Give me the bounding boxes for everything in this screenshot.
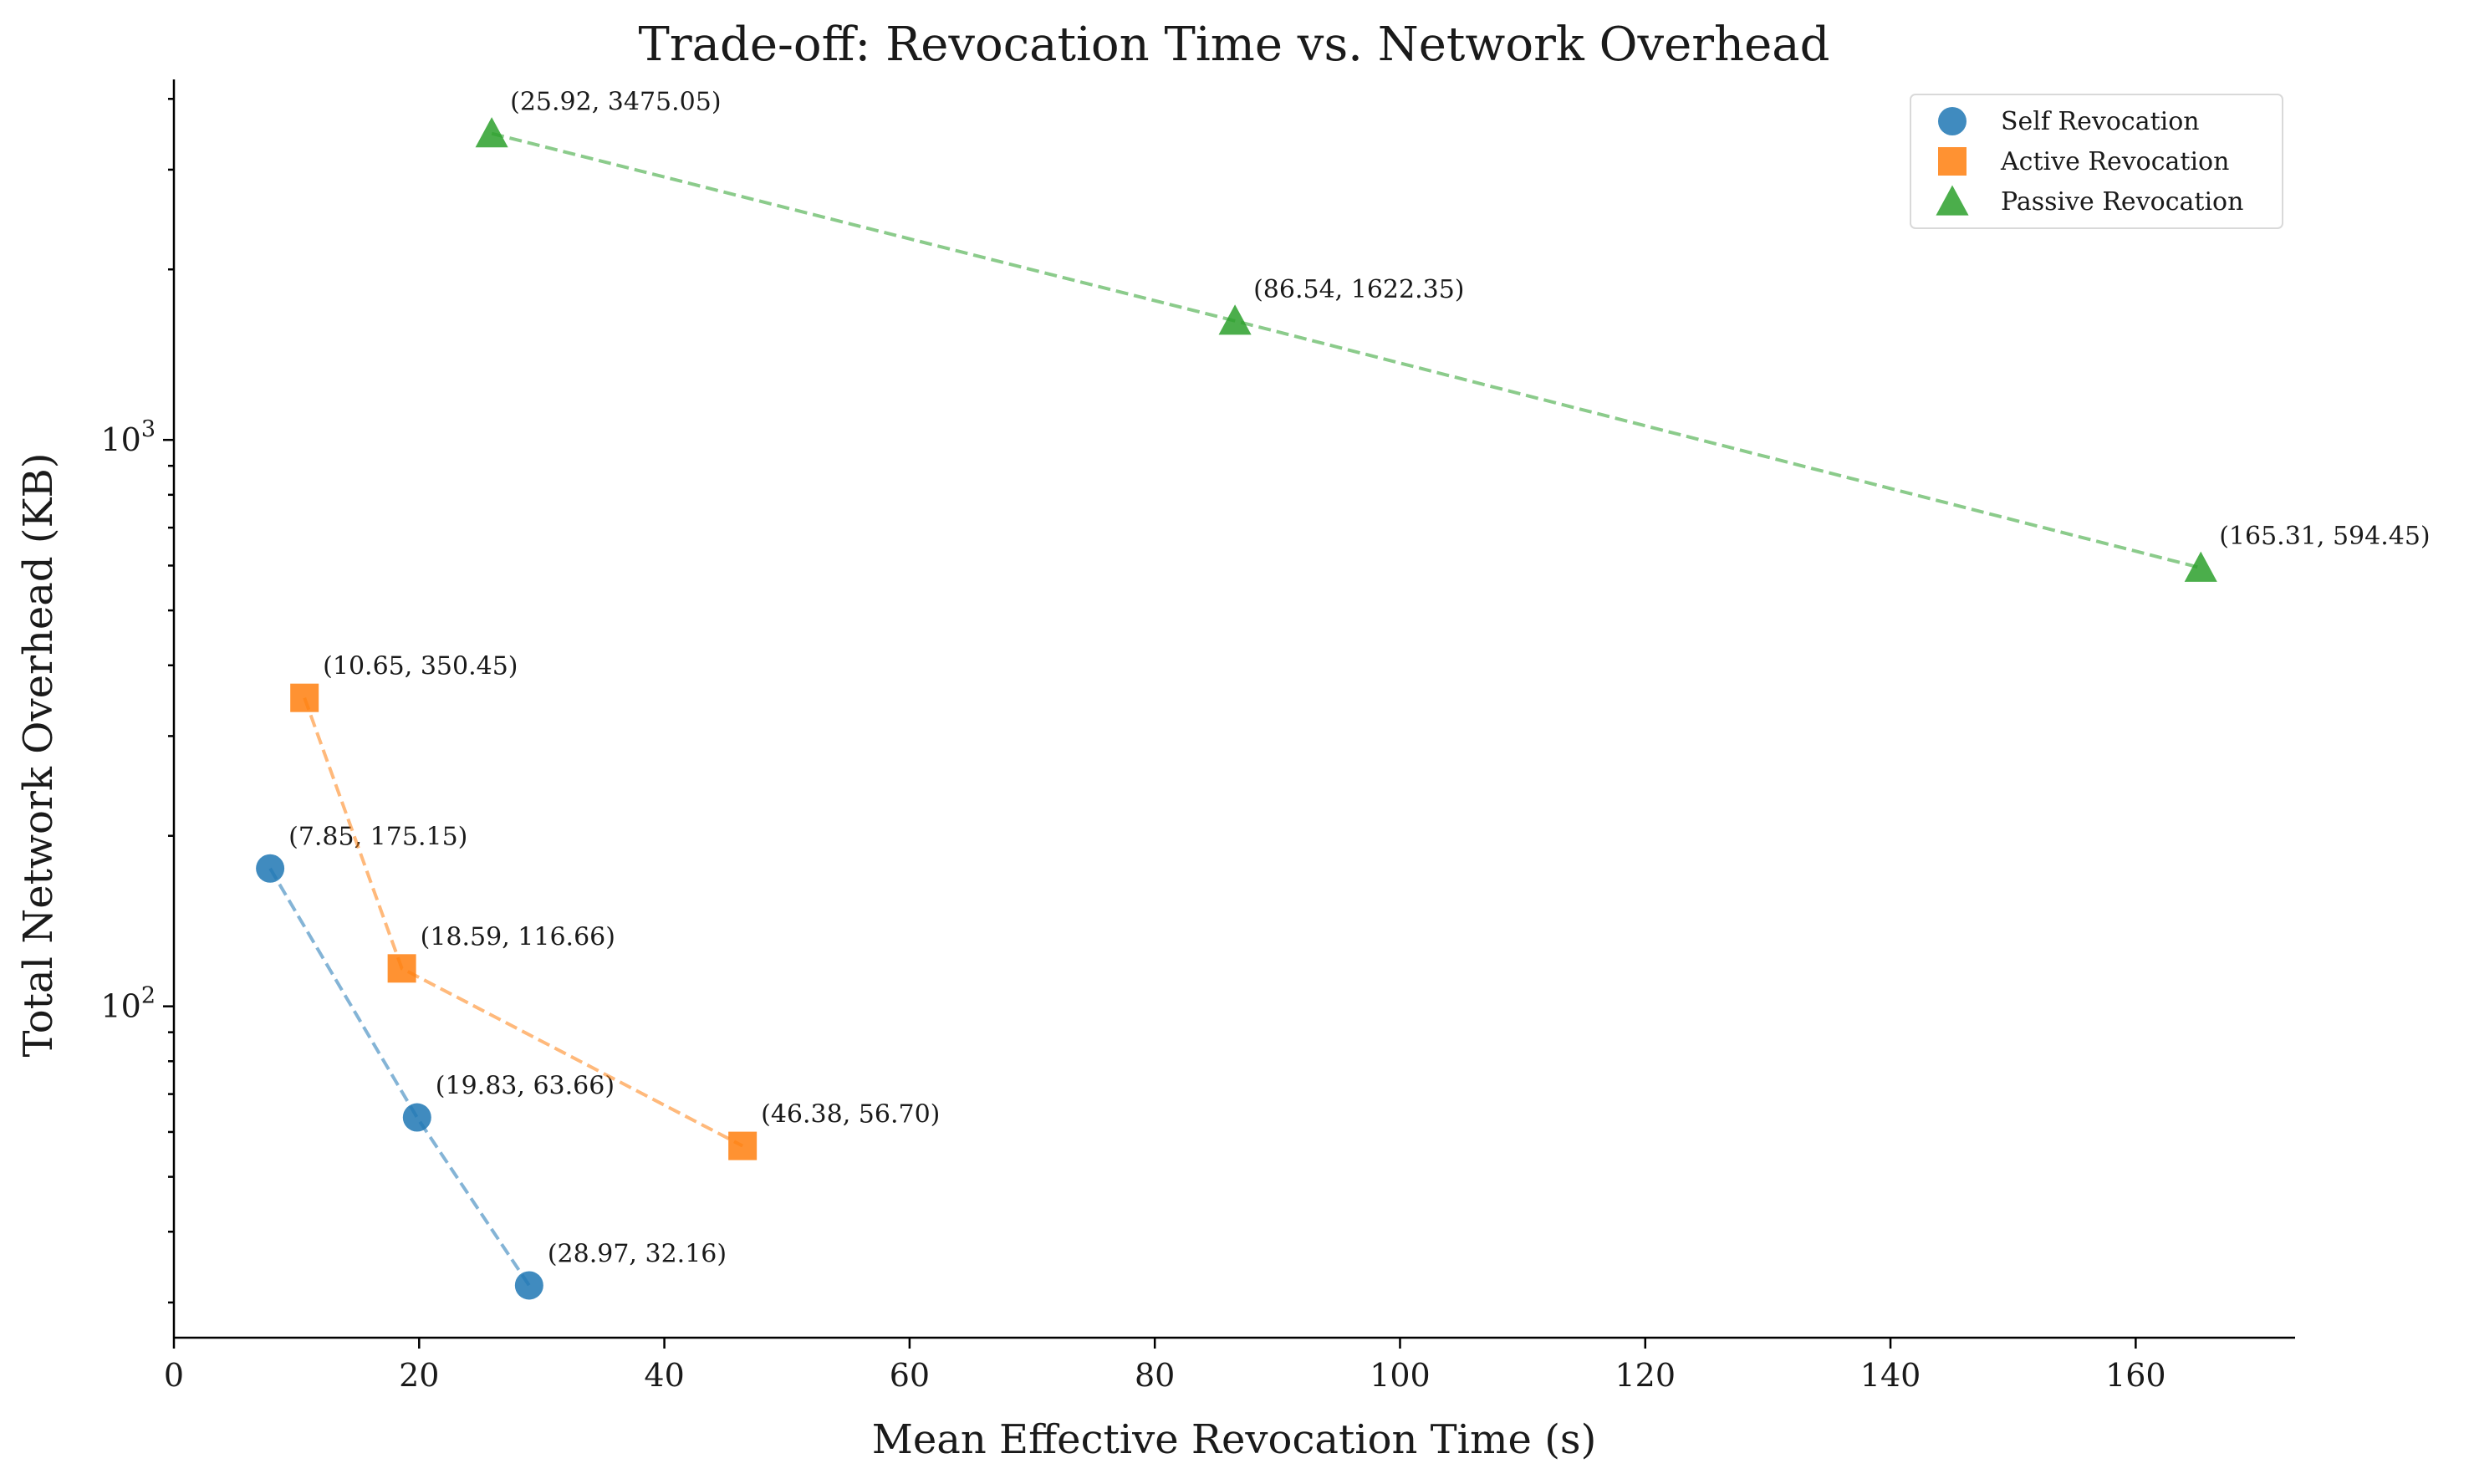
y-tick-label: 102: [100, 983, 156, 1025]
y-axis-label: Total Network Overhead (KB): [15, 453, 62, 1058]
data-point: [387, 954, 416, 983]
point-annotation: (86.54, 1622.35): [1253, 275, 1464, 304]
data-point: [402, 1103, 431, 1132]
legend-label: Active Revocation: [2000, 147, 2229, 176]
legend-marker: [1936, 185, 1969, 216]
legend-marker: [1938, 107, 1967, 135]
chart-title: Trade-off: Revocation Time vs. Network O…: [639, 18, 1830, 72]
point-annotation: (165.31, 594.45): [2219, 522, 2430, 551]
data-point: [1218, 304, 1252, 335]
data-point: [290, 683, 319, 712]
data-point: [256, 854, 285, 883]
legend-box: [1910, 94, 2283, 229]
x-tick-label: 160: [2105, 1357, 2166, 1394]
legend-label: Self Revocation: [2001, 107, 2200, 136]
x-axis-label: Mean Effective Revocation Time (s): [872, 1416, 1597, 1463]
point-annotation: (10.65, 350.45): [323, 652, 518, 681]
series-line: [268, 867, 531, 1287]
data-point: [2184, 551, 2217, 582]
x-tick-label: 140: [1860, 1357, 1921, 1394]
x-tick-label: 100: [1370, 1357, 1431, 1394]
x-tick-label: 60: [890, 1357, 930, 1394]
data-point: [728, 1131, 758, 1160]
x-tick-label: 40: [644, 1357, 684, 1394]
x-tick-label: 20: [399, 1357, 439, 1394]
y-tick-label: 103: [100, 416, 156, 458]
legend: Self Revocation Active Revocation Passive …: [1910, 94, 2283, 229]
x-tick-label: 80: [1135, 1357, 1175, 1394]
x-tick-label: 0: [164, 1357, 184, 1394]
legend-label: Passive Revocation: [2001, 187, 2243, 217]
point-annotation: (7.85, 175.15): [288, 823, 467, 852]
point-annotation: (19.83, 63.66): [436, 1072, 615, 1101]
point-annotation: (18.59, 116.66): [421, 922, 615, 951]
point-annotation: (25.92, 3475.05): [510, 88, 721, 117]
x-tick-label: 120: [1615, 1357, 1676, 1394]
plot-area: 0 20 40 60 80 100 120 140 160 102 103 (7.85, 175.15…: [100, 79, 2431, 1394]
data-point: [475, 117, 508, 148]
point-annotation: (46.38, 56.70): [761, 1100, 940, 1130]
point-annotation: (28.97, 32.16): [548, 1239, 727, 1268]
legend-marker: [1938, 147, 1967, 176]
data-point: [514, 1271, 543, 1300]
